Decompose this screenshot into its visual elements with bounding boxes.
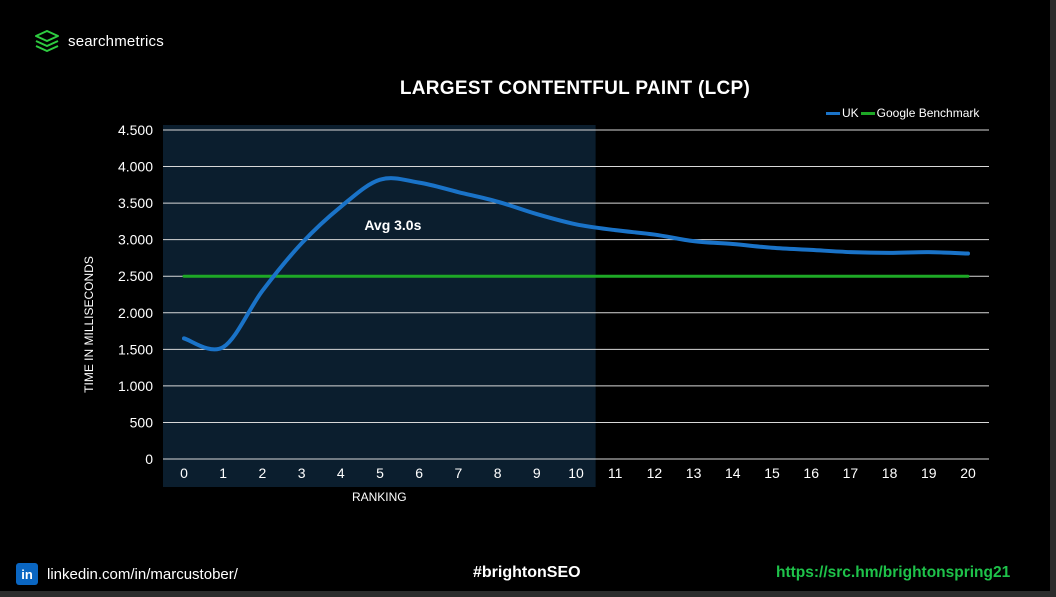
chart-legend: UK Google Benchmark (826, 106, 979, 120)
chart-title-text: LARGEST CONTENTFUL PAINT (LCP) (399, 78, 751, 99)
x-tick-label: 0 (180, 465, 188, 481)
x-tick-label: 7 (455, 465, 463, 481)
y-tick-label: 3.000 (118, 232, 153, 248)
x-tick-label: 8 (494, 465, 502, 481)
x-tick-label: 5 (376, 465, 384, 481)
legend-label-uk: UK (842, 106, 859, 120)
footer-url[interactable]: https://src.hm/brightonspring21 (776, 564, 1011, 581)
x-tick-label: 16 (803, 465, 819, 481)
x-tick-label: 2 (259, 465, 267, 481)
y-tick-label: 500 (130, 414, 154, 430)
highlight-band (163, 125, 596, 487)
y-tick-label: 0 (145, 451, 153, 467)
x-tick-label: 13 (686, 465, 702, 481)
legend-item-uk: UK (826, 106, 859, 120)
x-tick-label: 12 (647, 465, 663, 481)
x-tick-label: 1 (219, 465, 227, 481)
x-tick-label: 20 (960, 465, 976, 481)
x-tick-label: 19 (921, 465, 937, 481)
linkedin-icon: in (16, 563, 38, 585)
y-tick-label: 1.000 (118, 378, 153, 394)
x-tick-label: 10 (568, 465, 584, 481)
x-tick-label: 9 (533, 465, 541, 481)
legend-item-benchmark: Google Benchmark (860, 106, 980, 120)
y-tick-label: 2.000 (118, 305, 153, 321)
legend-swatch-uk (826, 111, 840, 115)
y-tick-label: 1.500 (118, 341, 153, 357)
legend-swatch-benchmark (860, 111, 875, 115)
linkedin-text: linkedin.com/in/marcustober/ (47, 565, 238, 583)
legend-label-benchmark: Google Benchmark (876, 106, 980, 120)
footer-hashtag: #brightonSEO (473, 564, 581, 581)
x-axis-label: RANKING (352, 490, 407, 504)
x-tick-label: 14 (725, 465, 741, 481)
y-tick-label: 4.000 (118, 159, 153, 175)
chart-title: LARGEST CONTENTFUL PAINT (LCP) (0, 78, 1056, 100)
y-tick-label: 3.500 (118, 195, 153, 211)
x-tick-label: 11 (608, 465, 623, 481)
y-tick-label: 2.500 (118, 268, 153, 284)
x-tick-label: 3 (298, 465, 306, 481)
footer-linkedin[interactable]: in linkedin.com/in/marcustober/ (16, 563, 238, 585)
y-tick-label: 4.500 (118, 122, 153, 138)
brand-name: searchmetrics (68, 32, 164, 50)
x-tick-label: 6 (415, 465, 423, 481)
annotation-avg: Avg 3.0s (364, 217, 421, 233)
x-tick-label: 15 (764, 465, 780, 481)
x-tick-label: 18 (882, 465, 898, 481)
series-line-uk (182, 176, 970, 352)
brand: searchmetrics (34, 30, 164, 52)
searchmetrics-logo-icon (35, 30, 59, 52)
x-tick-label: 17 (843, 465, 859, 481)
y-axis-label: TIME IN MILLISECONDS (82, 256, 96, 393)
x-tick-label: 4 (337, 465, 345, 481)
